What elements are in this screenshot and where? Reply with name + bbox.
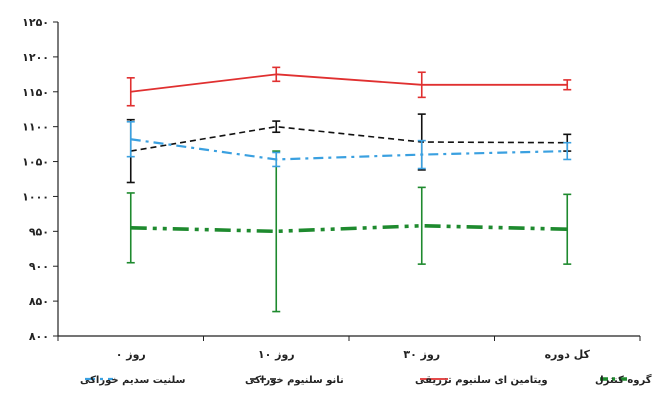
series-line [130,73,568,93]
legend-label: ویتامین ای سلنیوم تزریقی [415,375,548,386]
axes [57,22,640,337]
y-tick-label: ۹۵۰ [29,225,49,238]
series-line [130,138,568,161]
y-tick-label: ۱۱۵۰ [22,86,49,99]
legend-label: نانو سلنیوم خوراکی [245,375,344,386]
legend-label: سلنیت سدیم خوراکی [80,375,186,386]
y-tick-label: ۱۰۵۰ [22,156,49,169]
legend-label: گروه کنترل [595,373,652,386]
x-axis-ticks: روز ۰ روز ۱۰ روز ۳۰ کل دوره [57,336,641,361]
x-tick-label: روز ۱۰ [258,348,295,361]
y-tick-label: ۱۲۰۰ [22,51,49,64]
y-tick-label: ۱۱۰۰ [22,121,49,134]
y-tick-label: ۱۲۵۰ [22,16,49,29]
legend: گروه کنترل ویتامین ای سلنیوم تزریقی نانو س… [80,373,652,386]
y-tick-label: ۸۵۰ [29,295,49,308]
y-tick-label: ۱۰۰۰ [22,190,49,203]
y-tick-label: ۹۰۰ [29,260,49,273]
series-line [130,223,568,234]
x-tick-label: کل دوره [545,348,591,361]
y-axis-ticks: ۸۰۰ ۸۵۰ ۹۰۰ ۹۵۰ ۱۰۰۰ ۱۰۵۰ ۱۱۰۰ ۱۱۵۰ ۱۲۰۰ ۱۲۵۰ [22,16,58,343]
x-tick-label: روز ۳۰ [403,348,440,361]
x-tick-label: روز ۰ [116,348,146,361]
series-group [126,150,572,313]
series [126,66,572,313]
series-group [126,66,572,107]
y-tick-label: ۸۰۰ [29,330,49,343]
series-group [126,120,572,170]
series-line [130,125,568,152]
